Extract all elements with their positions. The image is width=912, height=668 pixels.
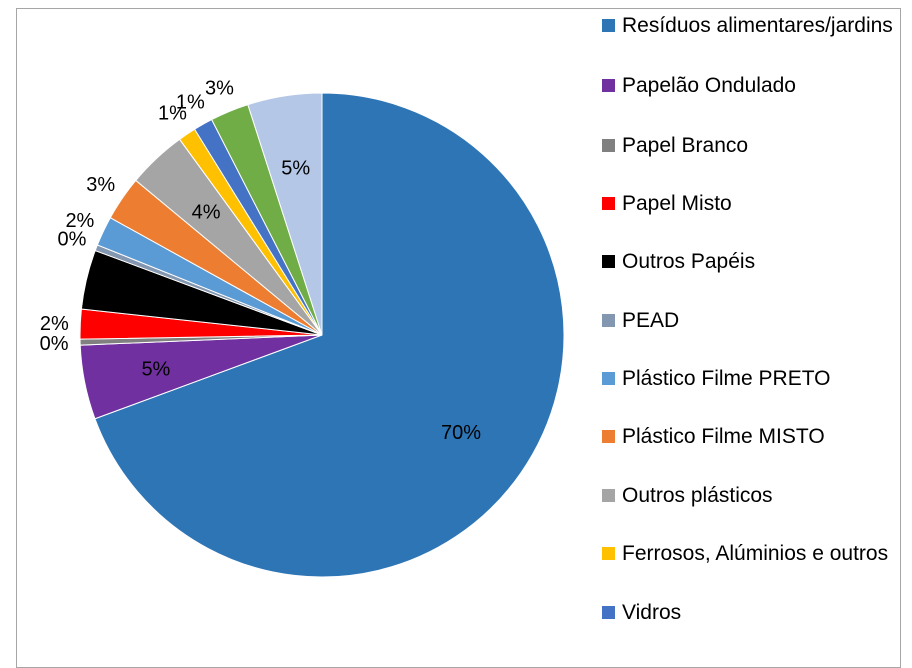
legend-label: Ferrosos, Alúminios e outros bbox=[602, 538, 902, 569]
legend-label: Papel Branco bbox=[602, 130, 902, 161]
legend-item-papel-branco: Papel Branco bbox=[602, 130, 902, 161]
legend-swatch bbox=[602, 197, 615, 210]
data-label-7: 2% bbox=[65, 210, 94, 232]
data-label-2: 5% bbox=[141, 358, 170, 380]
legend-item-ferrosos-aluminios-e-outros: Ferrosos, Alúminios e outros bbox=[602, 538, 902, 569]
legend-swatch bbox=[602, 372, 615, 385]
legend-swatch bbox=[602, 255, 615, 268]
legend-label: Vidros bbox=[602, 597, 902, 628]
legend-item-residuos-alimentares-jardins: Resíduos alimentares/jardins bbox=[602, 10, 902, 41]
pie-chart: 70%5%0%2%4%0%2%3%4%1%1%3%5% bbox=[0, 0, 600, 652]
data-label-8: 3% bbox=[86, 174, 115, 196]
legend-swatch bbox=[602, 314, 615, 327]
pie-slices bbox=[80, 93, 564, 577]
legend-item-outros-plasticos: Outros plásticos bbox=[602, 480, 902, 511]
legend-label: Papelão Ondulado bbox=[602, 70, 902, 101]
data-label-1: 70% bbox=[441, 422, 481, 444]
data-label-3: 0% bbox=[40, 333, 69, 355]
legend-swatch bbox=[602, 19, 615, 32]
legend-swatch bbox=[602, 606, 615, 619]
legend-item-pead: PEAD bbox=[602, 305, 902, 336]
legend-item-vidros: Vidros bbox=[602, 597, 902, 628]
data-label-9: 4% bbox=[192, 202, 221, 224]
legend-item-papel-misto: Papel Misto bbox=[602, 188, 902, 219]
legend-label: Papel Misto bbox=[602, 188, 902, 219]
legend-label: Outros plásticos bbox=[602, 480, 902, 511]
legend-label: Plástico Filme PRETO bbox=[602, 363, 902, 394]
legend-item-papelao-ondulado: Papelão Ondulado bbox=[602, 70, 902, 101]
data-label-13: 5% bbox=[281, 158, 310, 180]
legend-label: Plástico Filme MISTO bbox=[602, 421, 902, 452]
legend-label: Outros Papéis bbox=[602, 246, 902, 277]
data-label-11: 1% bbox=[176, 92, 205, 114]
legend-swatch bbox=[602, 79, 615, 92]
legend-swatch bbox=[602, 489, 615, 502]
legend-label: Resíduos alimentares/jardins bbox=[602, 10, 902, 41]
legend-item-plastico-filme-misto: Plástico Filme MISTO bbox=[602, 421, 902, 452]
legend-label: PEAD bbox=[602, 305, 902, 336]
legend-swatch bbox=[602, 139, 615, 152]
legend-swatch bbox=[602, 547, 615, 560]
data-label-4: 2% bbox=[40, 313, 69, 335]
legend-item-plastico-filme-preto: Plástico Filme PRETO bbox=[602, 363, 902, 394]
legend-item-outros-papeis: Outros Papéis bbox=[602, 246, 902, 277]
data-label-5: 4% bbox=[143, 286, 172, 308]
data-label-12: 3% bbox=[205, 77, 234, 99]
legend-swatch bbox=[602, 430, 615, 443]
